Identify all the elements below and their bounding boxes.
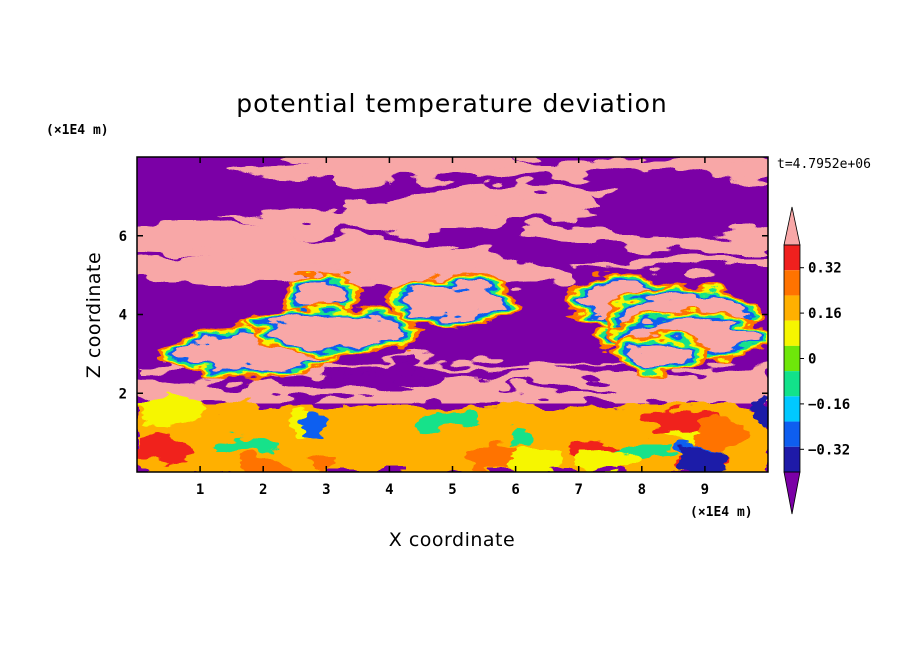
colorbar-tick-label: 0 [808, 352, 816, 368]
field-streak [517, 225, 652, 249]
field-streak [137, 258, 337, 281]
x-tick-label: 5 [448, 482, 456, 498]
x-tick-label: 8 [638, 482, 646, 498]
field-blob [402, 283, 503, 318]
field-streak [279, 157, 542, 171]
field-streak [232, 204, 465, 235]
field-streak [388, 191, 603, 216]
field-eddy [752, 398, 768, 429]
colorbar: 0.32 0.16 0 −0.16 −0.32 [783, 206, 850, 515]
colorbar-swatch [784, 320, 800, 346]
colorbar-swatch [784, 396, 800, 422]
colorbar-swatch [784, 421, 800, 447]
colorbar-swatch [784, 270, 800, 296]
field-eddy [300, 412, 324, 439]
x-axis-unit: (×1E4 m) [690, 505, 753, 520]
field-streak [397, 368, 521, 377]
field-streak [177, 239, 459, 264]
field-blob [627, 341, 693, 366]
colorbar-tick-label: −0.16 [808, 397, 850, 413]
field-eddy [137, 435, 190, 464]
x-axis-ticks: 1 2 3 4 5 6 7 8 9 [196, 157, 709, 498]
field-eddy [307, 452, 335, 471]
colorbar-swatch [784, 345, 800, 372]
time-label: t=4.7952e+06 [777, 157, 871, 172]
contour-field [137, 157, 768, 472]
field-eddy [509, 445, 562, 472]
x-tick-label: 4 [385, 482, 393, 498]
field-blob [265, 316, 406, 348]
y-tick-label: 6 [119, 229, 127, 245]
y-tick-label: 4 [119, 308, 127, 324]
y-tick-label: 2 [119, 386, 127, 402]
colorbar-extend-max [783, 206, 801, 246]
x-tick-label: 6 [511, 482, 519, 498]
x-tick-label: 2 [259, 482, 267, 498]
field-streak [609, 159, 768, 174]
field-eddy [212, 438, 274, 454]
colorbar-tick-label: 0.32 [808, 261, 842, 277]
chart-title: potential temperature deviation [236, 89, 667, 118]
colorbar-tick-label: 0.16 [808, 306, 842, 322]
field-eddy [507, 429, 533, 445]
x-tick-label: 3 [322, 482, 330, 498]
field-eddy [675, 446, 725, 472]
colorbar-swatch [784, 371, 800, 397]
colorbar-extend-min [783, 471, 801, 515]
field-eddy [434, 409, 475, 429]
field-streak [137, 374, 207, 384]
y-axis-label: Z coordinate [83, 252, 105, 378]
field-streak [224, 164, 609, 182]
y-axis-ticks: 2 4 6 [119, 229, 768, 402]
colorbar-swatch [784, 295, 800, 321]
x-axis-label: X coordinate [389, 529, 515, 551]
x-tick-label: 1 [196, 482, 204, 498]
y-axis-unit: (×1E4 m) [46, 123, 109, 138]
field-streak [499, 384, 624, 391]
field-eddy [237, 455, 288, 472]
field-blob [292, 281, 347, 309]
field-eddy [694, 419, 746, 449]
field-streak [579, 257, 768, 271]
field-eddy [139, 395, 203, 427]
field-streak [319, 375, 371, 383]
field-eddy [573, 450, 637, 472]
field-streak [284, 378, 416, 393]
colorbar-swatch [784, 446, 800, 472]
x-tick-label: 9 [701, 482, 709, 498]
x-tick-label: 7 [574, 482, 582, 498]
colorbar-tick-label: −0.32 [808, 442, 850, 458]
colorbar-swatch [784, 245, 800, 271]
